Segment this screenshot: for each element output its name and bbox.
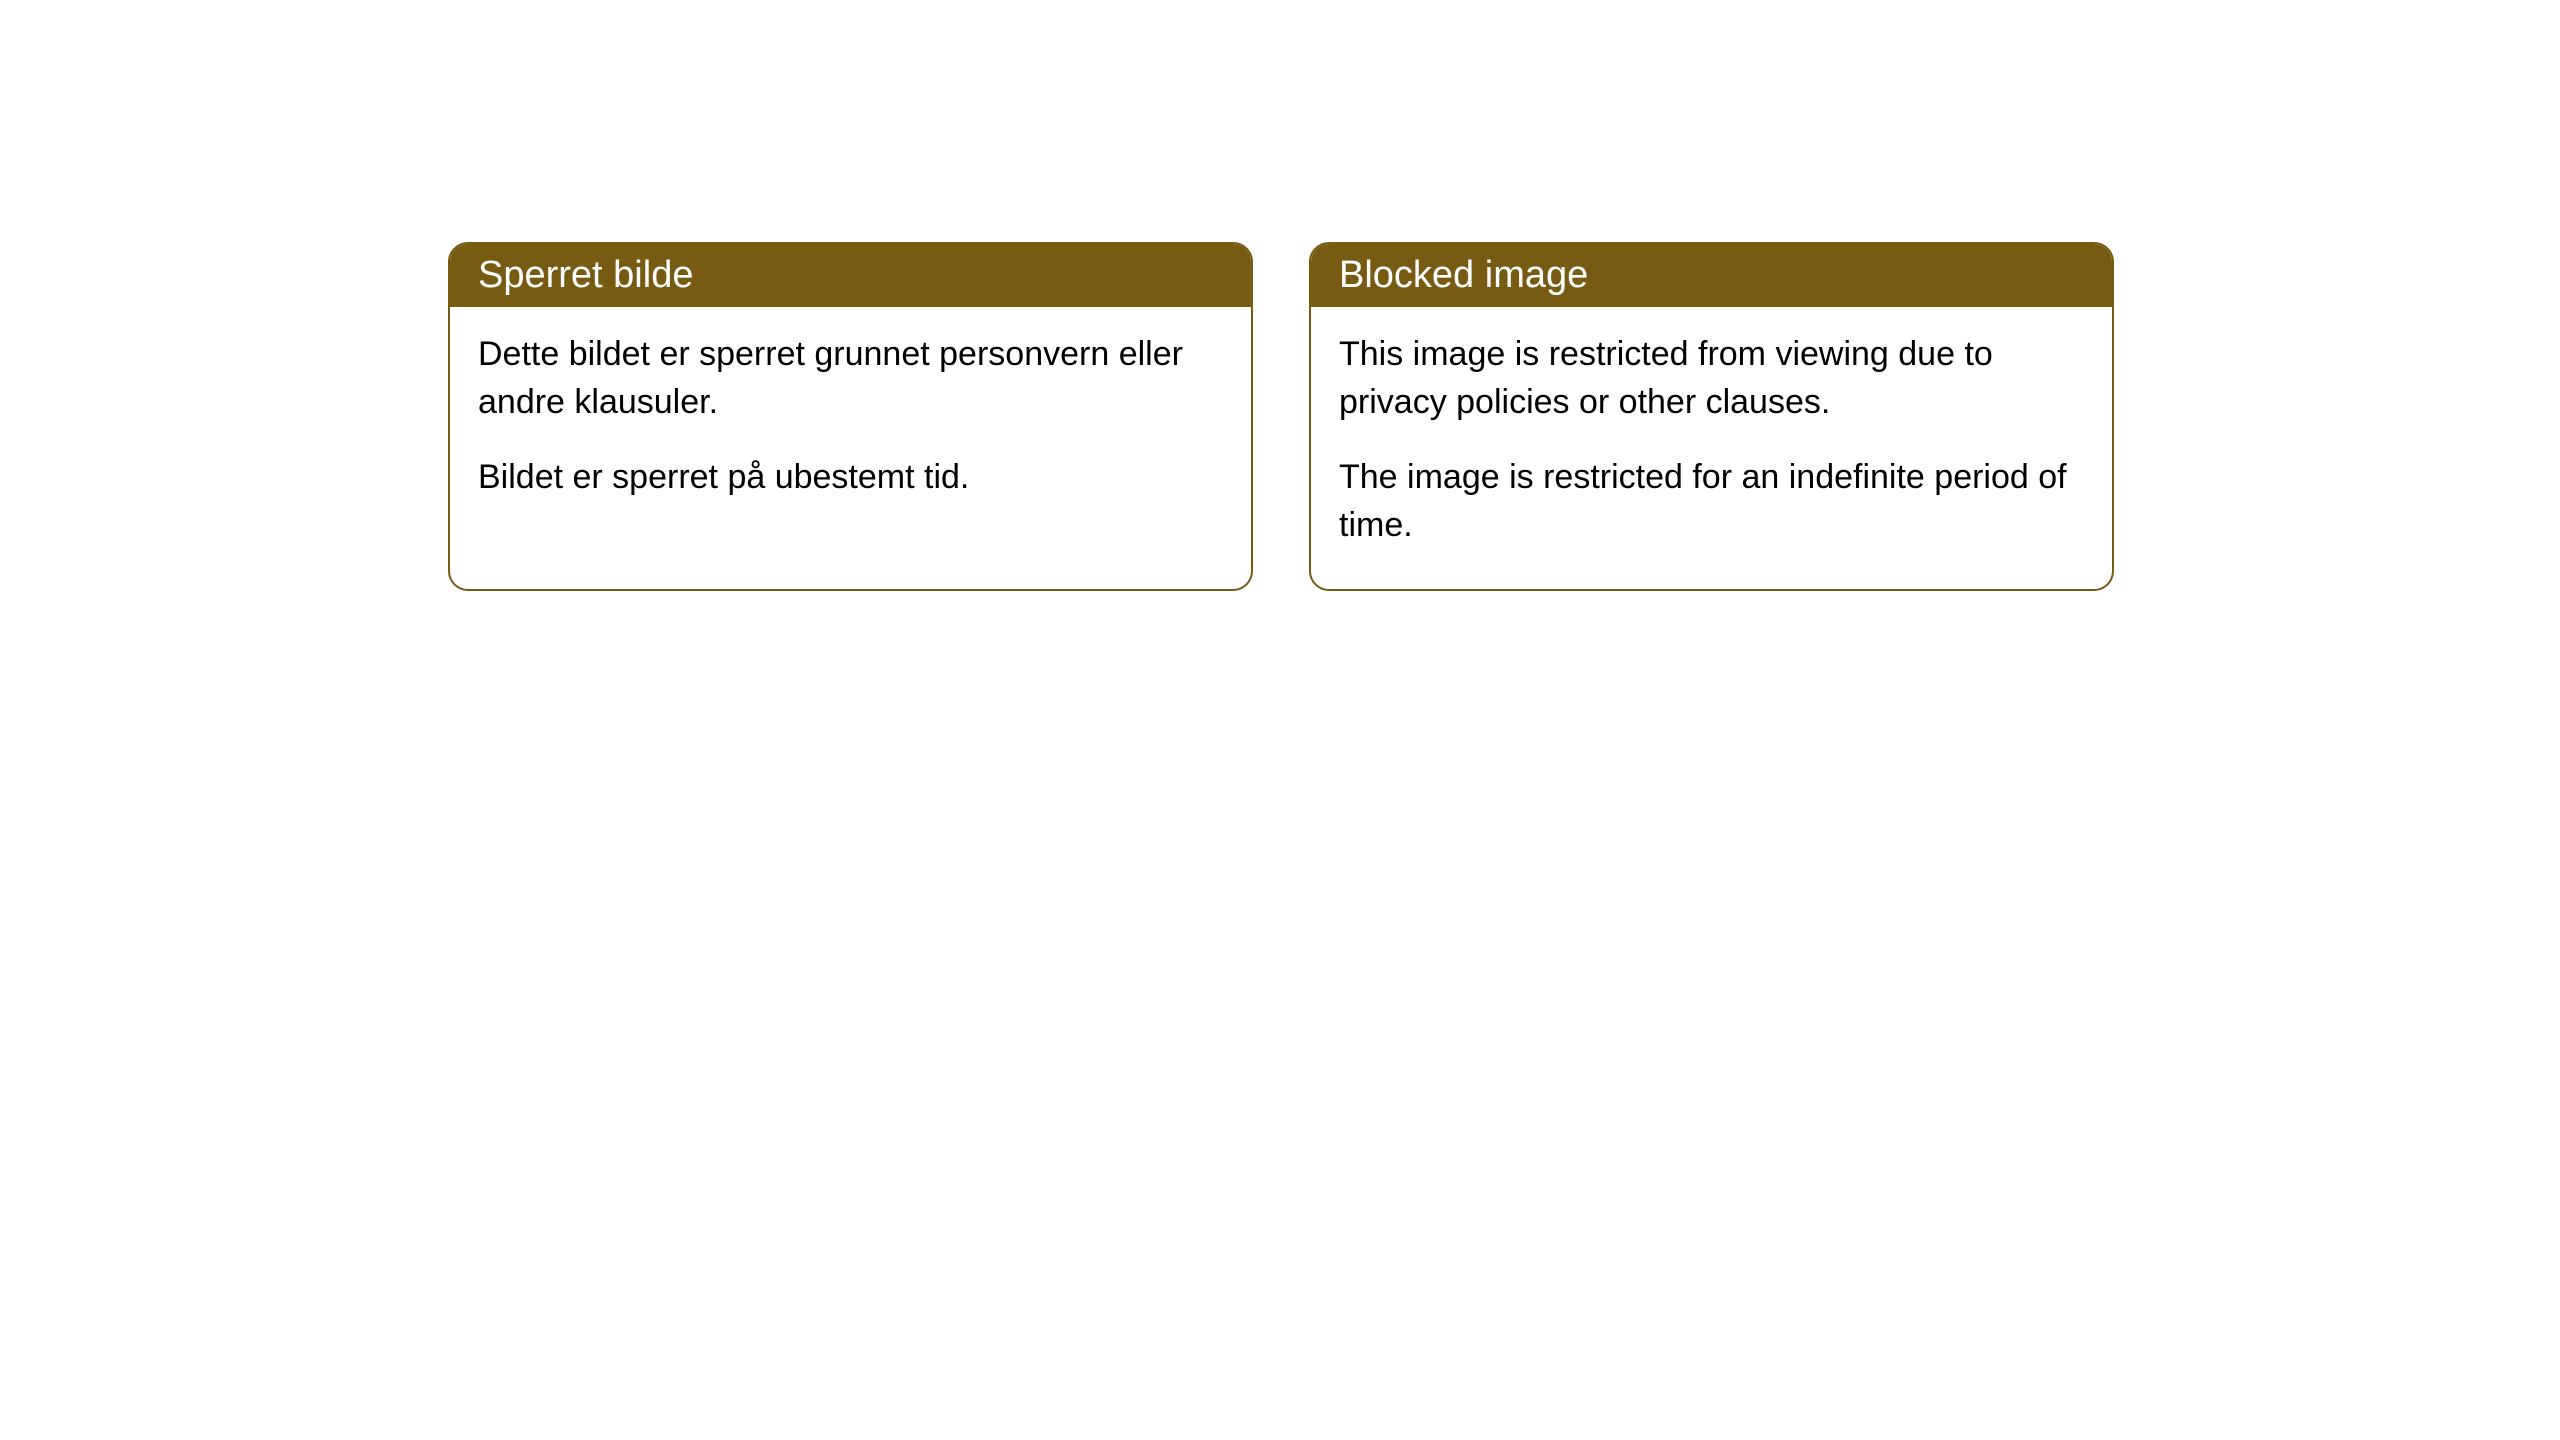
card-header: Sperret bilde [450,244,1251,307]
card-header: Blocked image [1311,244,2112,307]
notice-paragraph: The image is restricted for an indefinit… [1339,454,2084,549]
card-title: Sperret bilde [478,254,693,296]
card-body: This image is restricted from viewing du… [1311,307,2112,589]
card-body: Dette bildet er sperret grunnet personve… [450,307,1251,542]
card-title: Blocked image [1339,254,1588,296]
notice-card-norwegian: Sperret bilde Dette bildet er sperret gr… [448,242,1253,591]
notice-paragraph: Dette bildet er sperret grunnet personve… [478,331,1223,426]
notice-card-english: Blocked image This image is restricted f… [1309,242,2114,591]
notice-cards-container: Sperret bilde Dette bildet er sperret gr… [448,242,2114,591]
notice-paragraph: Bildet er sperret på ubestemt tid. [478,454,1223,502]
notice-paragraph: This image is restricted from viewing du… [1339,331,2084,426]
